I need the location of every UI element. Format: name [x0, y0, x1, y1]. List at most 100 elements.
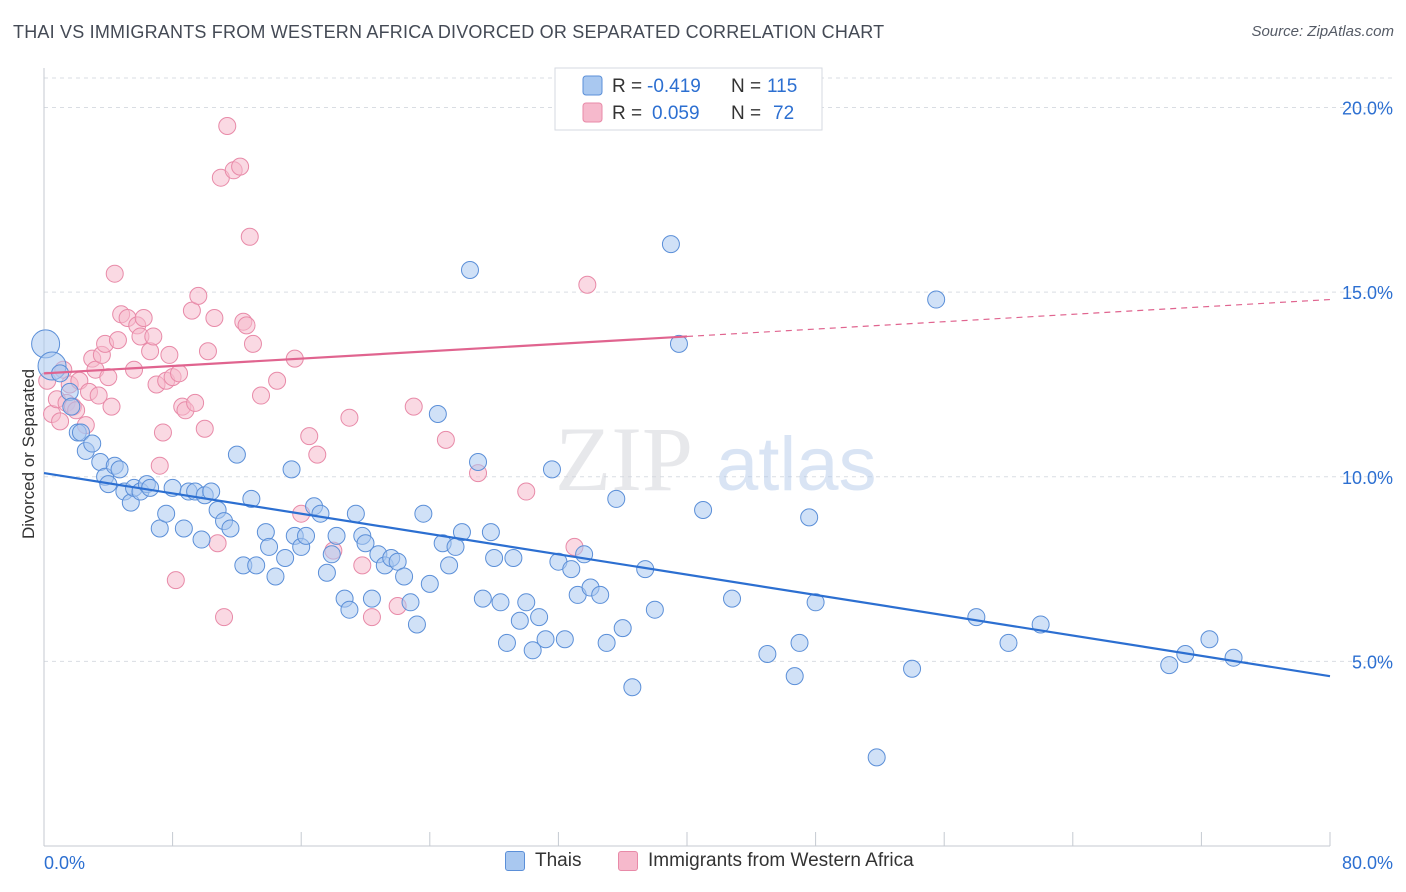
waf-point [252, 386, 271, 405]
legend-label-waf: Immigrants from Western Africa [648, 850, 914, 871]
thai-point [661, 235, 680, 254]
thai-point [497, 633, 516, 652]
waf-point [517, 482, 536, 501]
thai-point [327, 526, 346, 545]
thai-point [192, 530, 211, 549]
y-tick-label: 5.0% [1352, 652, 1393, 672]
waf-point [218, 117, 237, 135]
trend-lines [43, 298, 1331, 678]
waf-point [195, 419, 214, 438]
thai-point [591, 585, 610, 604]
thai-point [174, 519, 193, 538]
legend-swatch-waf-bottom [618, 851, 638, 871]
waf-point [102, 397, 121, 416]
thai-point [504, 549, 523, 567]
legend-r-label-waf: R = [612, 103, 642, 124]
waf-point [160, 345, 179, 364]
series-thais [31, 235, 1243, 767]
thai-point [903, 659, 922, 678]
thai-point [562, 560, 581, 579]
waf-point [141, 342, 160, 361]
thai-point [510, 611, 529, 630]
correlation-legend: R = -0.419 N = 115 R = 0.059 N = 72 [554, 67, 823, 131]
watermark-zip: ZIP [555, 408, 693, 510]
waf-point [208, 534, 227, 553]
waf-point [240, 227, 259, 246]
thai-point [469, 453, 488, 471]
thai-point [800, 508, 819, 527]
thai-point [297, 526, 316, 545]
thai-point [967, 608, 986, 627]
waf-point [308, 445, 327, 464]
thai-point [247, 556, 266, 575]
thai-point [790, 633, 809, 652]
x-tick-label-max: 80.0% [1342, 853, 1393, 873]
thai-point [71, 423, 90, 442]
thai-point [785, 667, 804, 686]
legend-n-label-waf: N = [731, 103, 761, 124]
waf-point [578, 275, 597, 294]
thai-point [523, 641, 542, 660]
legend-item-thais[interactable]: Thais [505, 850, 581, 872]
thai-point [311, 504, 330, 523]
thai-point [999, 633, 1018, 652]
legend-swatch-thais-bottom [505, 851, 525, 871]
thai-point [428, 405, 447, 423]
y-tick-label: 15.0% [1342, 283, 1393, 303]
thai-point [867, 748, 886, 767]
thai-point [83, 434, 102, 453]
thai-point [340, 600, 359, 619]
thai-point [1200, 630, 1219, 649]
thai-point [607, 489, 626, 508]
thai-point [927, 290, 946, 309]
thai-point [260, 537, 279, 556]
thai-point [623, 678, 642, 697]
thai-point [806, 593, 825, 612]
waf-point [436, 430, 455, 449]
thai-point [485, 549, 504, 567]
thai-point [613, 619, 632, 638]
thai-point [276, 549, 295, 567]
thai-point [491, 593, 510, 612]
x-tick-label-min: 0.0% [44, 853, 85, 873]
thai-point [322, 545, 341, 564]
thai-point [694, 501, 713, 519]
waf-point [362, 608, 381, 627]
tick-labels: 5.0% 10.0% 15.0% 20.0% 0.0% 80.0% [44, 99, 1393, 873]
waf-point [108, 331, 127, 350]
thai-point [1160, 656, 1179, 675]
waf-point [231, 157, 250, 176]
legend-item-waf[interactable]: Immigrants from Western Africa [618, 850, 914, 872]
chart-title: THAI VS IMMIGRANTS FROM WESTERN AFRICA D… [13, 22, 885, 42]
waf-point [166, 571, 185, 590]
thai-point [452, 523, 471, 542]
thai-point [282, 460, 301, 479]
waf-point [51, 412, 70, 431]
waf-point [144, 327, 163, 346]
thai-point [242, 489, 261, 508]
waf-point [134, 309, 153, 327]
thai-point [157, 504, 176, 523]
thai-point [758, 645, 777, 663]
thai-point [62, 397, 81, 416]
thai-point [542, 460, 561, 479]
y-tick-label: 10.0% [1342, 468, 1393, 488]
legend-n-value-waf: 72 [773, 103, 794, 124]
waf-point [243, 334, 262, 353]
thai-point [256, 523, 275, 542]
waf-point [189, 286, 208, 305]
trend-line-waf [43, 335, 688, 375]
legend-n-value-thais: 115 [767, 76, 797, 97]
legend-swatch-thais [582, 75, 603, 96]
y-tick-label: 20.0% [1342, 99, 1393, 119]
waf-point [237, 316, 256, 335]
legend-n-label-thais: N = [731, 76, 761, 97]
waf-point [125, 360, 144, 379]
thai-point [536, 630, 555, 649]
waf-point [170, 364, 189, 383]
waf-point [198, 342, 217, 361]
waf-point [353, 556, 372, 575]
waf-point [99, 368, 118, 387]
thai-point [1224, 648, 1243, 667]
